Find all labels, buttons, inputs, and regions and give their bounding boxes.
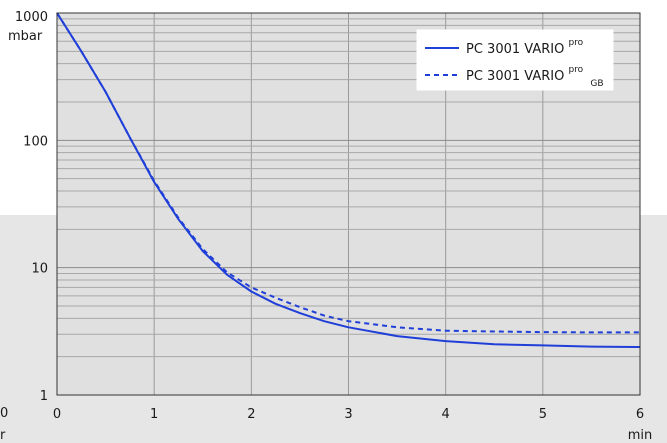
x-tick-label: 1 <box>150 407 158 422</box>
x-tick-label: 5 <box>539 407 547 422</box>
edge-label-left-bottom: 0 <box>0 406 8 421</box>
legend-label-series-1: PC 3001 VARIO pro <box>466 38 584 57</box>
x-tick-label: 0 <box>53 407 61 422</box>
x-tick-label: 4 <box>442 407 450 422</box>
y-tick-label: 100 <box>23 134 48 149</box>
legend: PC 3001 VARIO pro PC 3001 VARIO pro GB <box>416 29 614 91</box>
legend-label-series-2: PC 3001 VARIO pro GB <box>466 61 604 89</box>
legend-box <box>416 29 614 91</box>
series-line-2 <box>56 12 640 334</box>
y-tick-labels: 1 10 100 1000 <box>15 10 48 404</box>
x-tick-labels: 0 1 2 3 4 5 6 <box>53 407 644 422</box>
y-tick-label: 1 <box>40 389 48 404</box>
x-tick-label: 6 <box>636 407 644 422</box>
plot-frame <box>56 12 641 396</box>
y-unit-label: mbar <box>8 29 43 44</box>
series-layer <box>56 12 641 348</box>
edge-label-left-unit: r <box>0 428 6 443</box>
y-tick-label: 10 <box>31 262 48 277</box>
y-tick-label: 1000 <box>15 10 48 25</box>
x-tick-label: 3 <box>344 407 352 422</box>
x-unit-label: min <box>628 428 653 443</box>
grid <box>57 13 640 395</box>
x-tick-label: 2 <box>247 407 255 422</box>
